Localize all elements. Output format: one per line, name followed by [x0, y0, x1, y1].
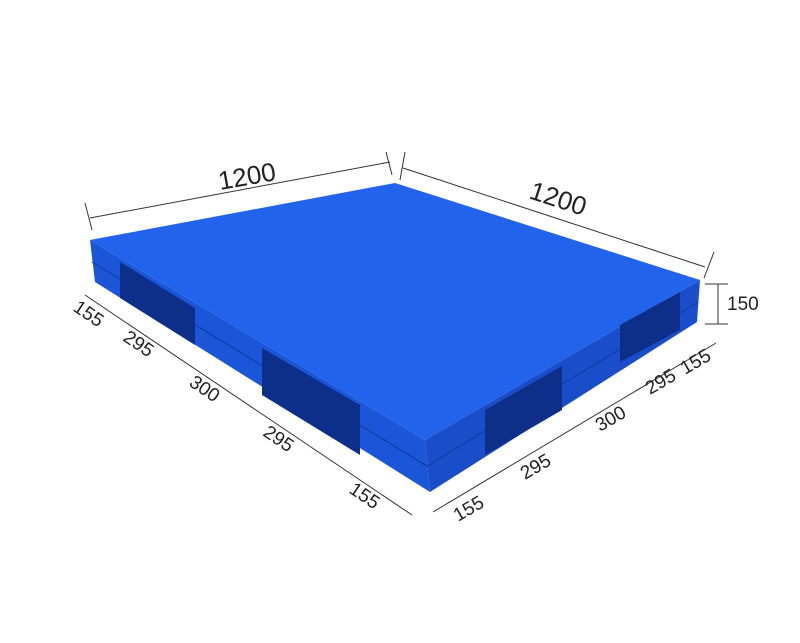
label-right-segment-4: 295 [642, 365, 680, 399]
dimension-line-right-side [432, 342, 717, 513]
label-height: 150 [727, 294, 759, 315]
label-right-segment-2: 295 [517, 450, 555, 484]
label-left-segment-1: 155 [69, 297, 107, 332]
label-top-left-length: 1200 [216, 156, 278, 196]
label-left-segment-4: 295 [259, 422, 297, 457]
label-top-right-length: 1200 [526, 175, 590, 221]
label-left-segment-5: 155 [345, 479, 383, 514]
label-right-segment-5: 155 [677, 345, 715, 379]
fork-opening-left-2 [262, 348, 360, 455]
pallet-top-surface [90, 183, 700, 440]
dimension-line-left-side [84, 294, 413, 516]
fork-opening-left-1 [120, 262, 195, 345]
label-left-segment-3: 300 [185, 372, 223, 407]
dimension-line-top-right [402, 167, 706, 268]
label-right-segment-1: 155 [450, 492, 488, 526]
label-left-segment-2: 295 [119, 327, 157, 362]
label-right-segment-3: 300 [592, 402, 630, 436]
dimension-line-top-left [89, 161, 391, 219]
fork-opening-right-1 [485, 366, 562, 455]
fork-opening-right-2 [620, 292, 680, 362]
